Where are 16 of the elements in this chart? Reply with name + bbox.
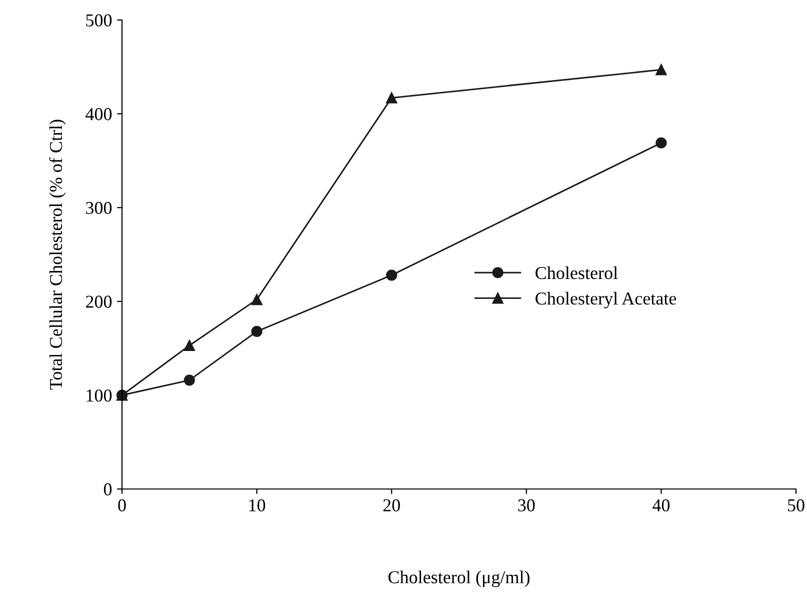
x-tick-label: 10 xyxy=(249,499,266,512)
x-tick-label: 30 xyxy=(518,499,535,512)
y-tick-label: 400 xyxy=(86,108,112,120)
x-tick-label: 50 xyxy=(788,499,804,512)
y-tick-label: 0 xyxy=(104,483,112,496)
y-axis-title: Total Cellular Cholesterol (% of Ctrl) xyxy=(49,120,66,390)
legend-label: Cholesterol xyxy=(536,266,618,280)
x-tick-label: 40 xyxy=(652,499,670,512)
legend-label: Cholesteryl Acetate xyxy=(536,292,676,308)
y-tick-label: 500 xyxy=(86,14,112,26)
y-tick-label: 300 xyxy=(86,202,112,214)
y-tick-label: 100 xyxy=(86,389,112,402)
x-axis-title: Cholesterol (μg/ml) xyxy=(388,570,530,588)
x-tick-label: 20 xyxy=(383,499,400,512)
y-tick-label: 200 xyxy=(86,296,112,308)
x-tick-label: 0 xyxy=(118,499,126,512)
